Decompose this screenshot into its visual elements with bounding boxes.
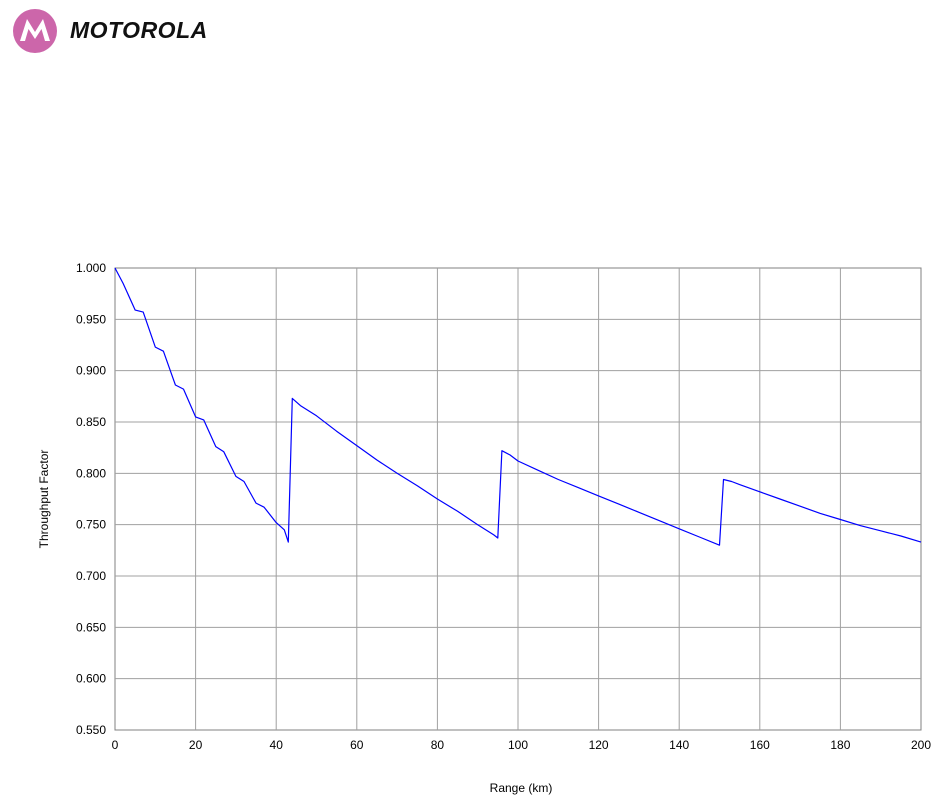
- y-tick-label: 0.600: [76, 672, 106, 686]
- x-gridlines: [195, 268, 841, 730]
- y-tick-label: 0.650: [76, 620, 106, 634]
- y-tick-label: 0.700: [76, 569, 106, 583]
- x-tick-label: 40: [270, 738, 284, 752]
- x-tick-label: 100: [508, 738, 528, 752]
- x-axis-label: Range (km): [490, 781, 553, 795]
- series-group: [114, 267, 922, 546]
- x-tick-label: 140: [669, 738, 689, 752]
- y-tick-labels: 0.550 0.600 0.650 0.700 0.750 0.800 0.850 0.900…: [76, 261, 106, 737]
- y-tick-label: 0.800: [76, 466, 106, 480]
- x-tick-label: 80: [431, 738, 445, 752]
- y-tick-label: 1.000: [76, 261, 106, 275]
- brand-name: MOTOROLA: [70, 17, 208, 43]
- series-line: [114, 267, 922, 546]
- y-axis-label: Throughput Factor: [37, 450, 51, 549]
- y-tick-label: 0.850: [76, 415, 106, 429]
- x-tick-label: 120: [589, 738, 609, 752]
- x-tick-label: 20: [189, 738, 203, 752]
- y-tick-label: 0.750: [76, 518, 106, 532]
- motorola-batwing-icon: [13, 9, 57, 53]
- y-gridlines: [115, 318, 921, 680]
- x-tick-label: 0: [112, 738, 119, 752]
- y-tick-label: 0.550: [76, 723, 106, 737]
- x-tick-label: 60: [350, 738, 364, 752]
- y-tick-label: 0.900: [76, 364, 106, 378]
- x-tick-labels: 0 20 40 60 80 100 120 140 160 180 200: [112, 738, 932, 752]
- x-tick-label: 180: [830, 738, 850, 752]
- y-tick-label: 0.950: [76, 312, 106, 326]
- x-tick-label: 160: [750, 738, 770, 752]
- x-tick-label: 200: [911, 738, 931, 752]
- motorola-logo: MOTOROLA: [12, 8, 262, 56]
